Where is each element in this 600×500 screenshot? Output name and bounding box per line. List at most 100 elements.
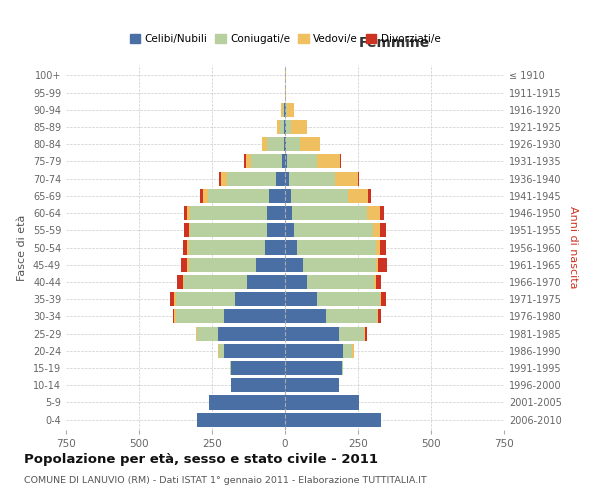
Bar	[284, 137, 285, 152]
Bar	[285, 310, 326, 324]
Bar	[289, 172, 335, 185]
Bar	[187, 206, 190, 220]
Bar	[302, 258, 376, 272]
Bar	[376, 275, 382, 289]
Bar	[231, 361, 285, 375]
Bar	[343, 344, 352, 358]
Bar	[377, 310, 379, 324]
Bar	[348, 189, 368, 203]
Bar	[317, 292, 380, 306]
Bar	[286, 137, 299, 152]
Bar	[176, 310, 224, 324]
Bar	[203, 189, 208, 203]
Bar	[230, 361, 231, 375]
Bar	[285, 361, 342, 375]
Bar	[285, 172, 289, 185]
Bar	[190, 223, 268, 238]
Bar	[380, 223, 386, 238]
Bar	[187, 240, 188, 254]
Bar	[285, 326, 339, 340]
Bar	[256, 258, 285, 272]
Bar	[285, 412, 382, 426]
Bar	[285, 223, 294, 238]
Text: Femmine: Femmine	[359, 36, 430, 51]
Bar	[231, 378, 285, 392]
Bar	[282, 154, 285, 168]
Bar	[170, 292, 174, 306]
Bar	[176, 292, 235, 306]
Bar	[235, 292, 285, 306]
Bar	[245, 154, 251, 168]
Bar	[340, 154, 341, 168]
Bar	[184, 275, 247, 289]
Bar	[247, 275, 285, 289]
Y-axis label: Fasce di età: Fasce di età	[17, 214, 27, 280]
Bar	[220, 172, 221, 185]
Bar	[174, 310, 176, 324]
Bar	[177, 275, 183, 289]
Bar	[286, 120, 292, 134]
Bar	[358, 172, 359, 185]
Bar	[326, 310, 377, 324]
Bar	[224, 310, 285, 324]
Bar	[181, 258, 187, 272]
Bar	[352, 344, 353, 358]
Bar	[285, 154, 287, 168]
Text: COMUNE DI LANUVIO (RM) - Dati ISTAT 1° gennaio 2011 - Elaborazione TUTTITALIA.IT: COMUNE DI LANUVIO (RM) - Dati ISTAT 1° g…	[24, 476, 427, 485]
Bar	[197, 326, 218, 340]
Bar	[292, 120, 307, 134]
Bar	[285, 137, 286, 152]
Bar	[285, 240, 296, 254]
Bar	[317, 154, 340, 168]
Bar	[184, 223, 188, 238]
Legend: Celibi/Nubili, Coniugati/e, Vedovi/e, Divorziati/e: Celibi/Nubili, Coniugati/e, Vedovi/e, Di…	[125, 30, 445, 48]
Bar	[183, 275, 184, 289]
Bar	[285, 378, 339, 392]
Bar	[380, 206, 384, 220]
Bar	[291, 189, 348, 203]
Bar	[221, 172, 227, 185]
Bar	[269, 189, 285, 203]
Bar	[335, 172, 358, 185]
Bar	[285, 396, 359, 409]
Bar	[262, 137, 268, 152]
Bar	[379, 258, 387, 272]
Bar	[373, 223, 380, 238]
Bar	[287, 154, 317, 168]
Bar	[285, 275, 307, 289]
Bar	[299, 137, 320, 152]
Bar	[227, 172, 276, 185]
Bar	[268, 223, 285, 238]
Bar	[307, 275, 374, 289]
Bar	[268, 137, 284, 152]
Bar	[208, 189, 269, 203]
Bar	[368, 189, 371, 203]
Bar	[380, 292, 382, 306]
Bar	[244, 154, 245, 168]
Bar	[218, 326, 285, 340]
Bar	[367, 206, 380, 220]
Bar	[200, 189, 203, 203]
Bar	[209, 396, 285, 409]
Bar	[382, 292, 386, 306]
Bar	[224, 344, 285, 358]
Bar	[285, 86, 286, 100]
Bar	[285, 206, 292, 220]
Bar	[276, 172, 285, 185]
Bar	[283, 102, 284, 117]
Bar	[251, 154, 282, 168]
Bar	[188, 258, 256, 272]
Bar	[365, 326, 367, 340]
Bar	[265, 240, 285, 254]
Bar	[188, 223, 190, 238]
Bar	[296, 240, 376, 254]
Bar	[374, 275, 376, 289]
Bar	[285, 258, 302, 272]
Bar	[196, 326, 197, 340]
Bar	[342, 361, 343, 375]
Y-axis label: Anni di nascita: Anni di nascita	[568, 206, 578, 289]
Bar	[281, 102, 283, 117]
Bar	[380, 240, 386, 254]
Bar	[286, 102, 287, 117]
Bar	[174, 292, 176, 306]
